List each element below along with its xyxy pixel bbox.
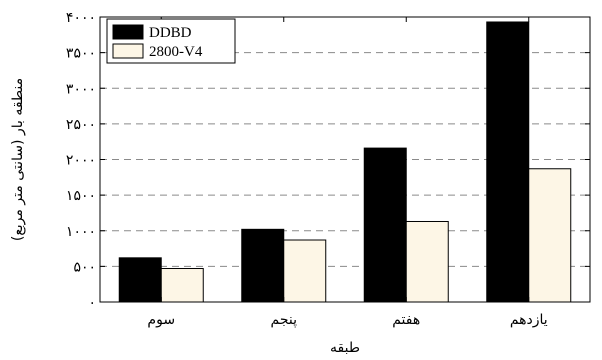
x-axis-ticks: سوم پنجم هفتم یازدهم (147, 17, 548, 328)
x-tick-label: یازدهم (510, 312, 548, 328)
y-tick-label: ۰ (88, 295, 96, 311)
x-tick-label: سوم (147, 312, 175, 328)
y-tick-label: ۲۰۰۰ (66, 153, 96, 169)
y-tick-label: ۱۰۰۰ (66, 224, 96, 240)
y-tick-label: ۳۵۰۰ (66, 46, 96, 62)
bars (118, 21, 572, 303)
bar-2800-v4 (528, 168, 572, 303)
bar-ddbd (486, 21, 530, 303)
bar-ddbd (118, 257, 162, 303)
bar-2800-v4 (283, 239, 327, 303)
legend-label: 2800-V4 (149, 44, 203, 60)
bar-ddbd (241, 228, 285, 303)
y-axis-label: منطقه بار (سانتی متر مربع) (10, 78, 26, 241)
bar-2800-v4 (405, 220, 449, 303)
y-tick-label: ۱۵۰۰ (66, 188, 96, 204)
bar-ddbd (363, 147, 407, 303)
x-tick-label: پنجم (271, 312, 298, 328)
bar-2800-v4 (160, 268, 204, 303)
y-axis-ticks: ۰ ۵۰۰ ۱۰۰۰ ۱۵۰۰ ۲۰۰۰ ۲۵۰۰ ۳۰۰۰ ۳۵۰۰ ۴۰۰۰ (66, 10, 590, 311)
x-axis-label: طبقه (330, 340, 360, 356)
y-tick-label: ۳۰۰۰ (66, 81, 96, 97)
legend: DDBD 2800-V4 (106, 18, 236, 64)
legend-label: DDBD (149, 25, 192, 41)
legend-swatch (112, 43, 144, 59)
y-tick-label: ۴۰۰۰ (66, 10, 96, 26)
y-tick-label: ۲۵۰۰ (66, 117, 96, 133)
x-tick-label: هفتم (392, 312, 420, 328)
y-tick-label: ۵۰۰ (73, 259, 96, 275)
legend-swatch (112, 24, 144, 40)
